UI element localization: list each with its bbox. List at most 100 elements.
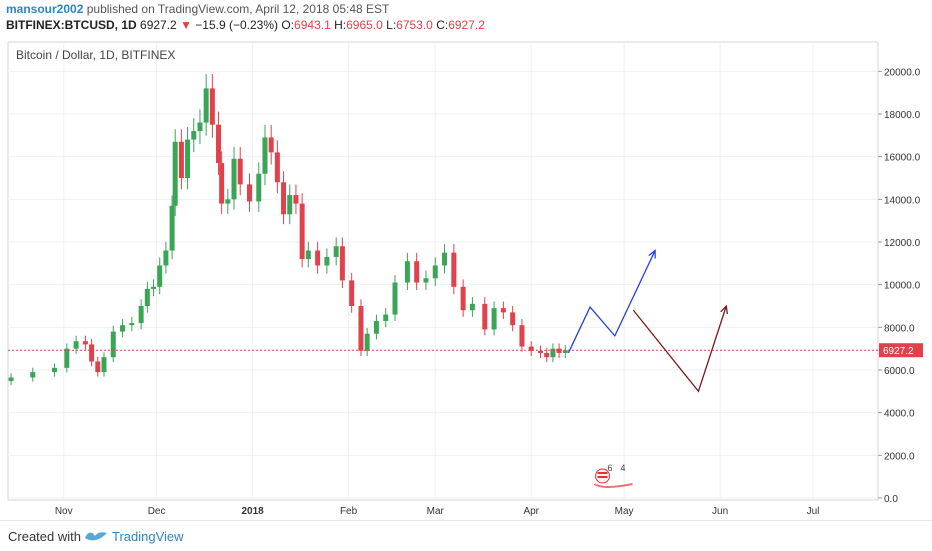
candle-body bbox=[256, 173, 262, 202]
candle-body bbox=[358, 306, 364, 351]
candle-body bbox=[451, 252, 457, 287]
candle-body bbox=[216, 124, 222, 164]
candle-body bbox=[293, 195, 299, 204]
y-tick-label: 4000.0 bbox=[884, 409, 915, 420]
y-axis[interactable]: 20000.0 18000.0 16000.0 14000.0 12000.0 10000… bbox=[878, 67, 923, 505]
current-price-tag bbox=[879, 343, 923, 358]
x-tick-label: Nov bbox=[55, 506, 73, 517]
candle-body bbox=[383, 314, 389, 321]
down-arrow-icon: ▼ bbox=[180, 18, 192, 32]
candle-body bbox=[460, 286, 466, 311]
candle-body bbox=[324, 256, 330, 266]
candle-body bbox=[519, 325, 525, 347]
candle-body bbox=[556, 348, 562, 353]
price-chart[interactable]: 20000.0 18000.0 16000.0 14000.0 12000.0 10000… bbox=[0, 38, 932, 520]
candle-body bbox=[274, 152, 280, 183]
candle-body bbox=[197, 122, 203, 132]
x-tick-label: Jul bbox=[807, 506, 820, 517]
candle-body bbox=[151, 286, 157, 289]
footer: Created with TradingView bbox=[0, 520, 932, 551]
candle-body bbox=[73, 341, 79, 349]
candle-body bbox=[209, 88, 215, 125]
x-tick-label: 2018 bbox=[241, 506, 264, 517]
grid-lines bbox=[8, 42, 878, 500]
candle-body bbox=[287, 195, 293, 215]
y-tick-label: 12000.0 bbox=[884, 238, 921, 249]
candle-body bbox=[469, 303, 475, 311]
x-tick-label: Apr bbox=[523, 506, 539, 517]
symbol-name: BITFINEX:BTCUSD, 1D bbox=[6, 18, 137, 32]
event-underline bbox=[593, 483, 633, 488]
tradingview-brand-link[interactable]: TradingView bbox=[112, 529, 184, 544]
low-value: 6753.0 bbox=[396, 18, 433, 32]
y-tick-label: 16000.0 bbox=[884, 153, 921, 164]
candle-body bbox=[262, 137, 268, 174]
candle-body bbox=[120, 325, 126, 332]
y-tick-label: 2000.0 bbox=[884, 451, 915, 462]
candle-body bbox=[339, 246, 345, 281]
tradingview-logo-icon[interactable] bbox=[84, 527, 108, 543]
candle-body bbox=[203, 88, 209, 123]
candle-body bbox=[144, 288, 150, 306]
candle-body bbox=[178, 141, 184, 178]
event-count-label[interactable]: 6 bbox=[608, 463, 613, 473]
candle-body bbox=[246, 184, 252, 202]
publish-line: mansour2002 published on TradingView.com… bbox=[6, 2, 389, 18]
candle-body bbox=[544, 352, 550, 358]
y-tick-label: 14000.0 bbox=[884, 195, 921, 206]
open-value: 6943.1 bbox=[294, 18, 331, 32]
candle-body bbox=[538, 350, 544, 353]
current-price-label: 6927.2 bbox=[883, 346, 914, 357]
candle-body bbox=[129, 323, 135, 326]
y-tick-label: 6000.0 bbox=[884, 366, 915, 377]
low-label: L: bbox=[386, 18, 397, 32]
candle-body bbox=[157, 265, 163, 287]
candle-body bbox=[101, 357, 107, 373]
x-tick-label: May bbox=[615, 506, 634, 517]
candle-body bbox=[64, 348, 70, 368]
projection-bearish-line bbox=[632, 305, 727, 393]
plot-area[interactable] bbox=[7, 41, 879, 501]
last-price: 6927.2 bbox=[140, 18, 177, 32]
candle-body bbox=[169, 205, 175, 251]
candle-body bbox=[237, 158, 243, 185]
candle-body bbox=[414, 261, 420, 283]
projection-bullish-line bbox=[567, 250, 656, 354]
flag-stripe bbox=[597, 476, 608, 478]
candle-body bbox=[482, 303, 488, 330]
flag-stripe bbox=[597, 472, 608, 474]
candle-body bbox=[373, 320, 379, 334]
candle-body bbox=[299, 203, 305, 260]
candle-body bbox=[225, 199, 231, 204]
symbol-line: BITFINEX:BTCUSD, 1D 6927.2 ▼ −15.9 (−0.2… bbox=[6, 18, 485, 34]
candle-body bbox=[528, 346, 534, 351]
y-tick-label: 18000.0 bbox=[884, 110, 921, 121]
candle-body bbox=[562, 350, 568, 353]
chart-frame[interactable]: 20000.0 18000.0 16000.0 14000.0 12000.0 10000… bbox=[0, 38, 932, 520]
candle-body bbox=[305, 250, 311, 260]
candle-body bbox=[500, 308, 506, 313]
chart-title: Bitcoin / Dollar, 1D, BITFINEX bbox=[16, 48, 175, 62]
candle-body bbox=[392, 282, 398, 315]
candle-body bbox=[510, 312, 516, 326]
candle-body bbox=[30, 372, 36, 378]
candle-body bbox=[82, 341, 88, 345]
x-tick-label: Mar bbox=[427, 506, 445, 517]
projection-arrowhead bbox=[720, 304, 729, 315]
candle-body bbox=[268, 137, 274, 153]
candle-body bbox=[491, 308, 497, 330]
candle-body bbox=[333, 246, 339, 257]
candle-body bbox=[172, 141, 178, 206]
author-name[interactable]: mansour2002 bbox=[6, 2, 84, 16]
candle-body bbox=[315, 250, 321, 266]
candle-body bbox=[432, 265, 438, 279]
close-label: C: bbox=[436, 18, 449, 32]
y-tick-label: 10000.0 bbox=[884, 281, 921, 292]
event-count-label[interactable]: 4 bbox=[621, 463, 626, 473]
x-axis[interactable]: Nov Dec 2018 Feb Mar Apr May Jun Jul bbox=[55, 506, 820, 517]
candle-body bbox=[281, 182, 287, 215]
candle-body bbox=[442, 252, 448, 266]
published-text: published on TradingView.com, April 12, … bbox=[86, 2, 390, 16]
candles bbox=[8, 74, 878, 386]
